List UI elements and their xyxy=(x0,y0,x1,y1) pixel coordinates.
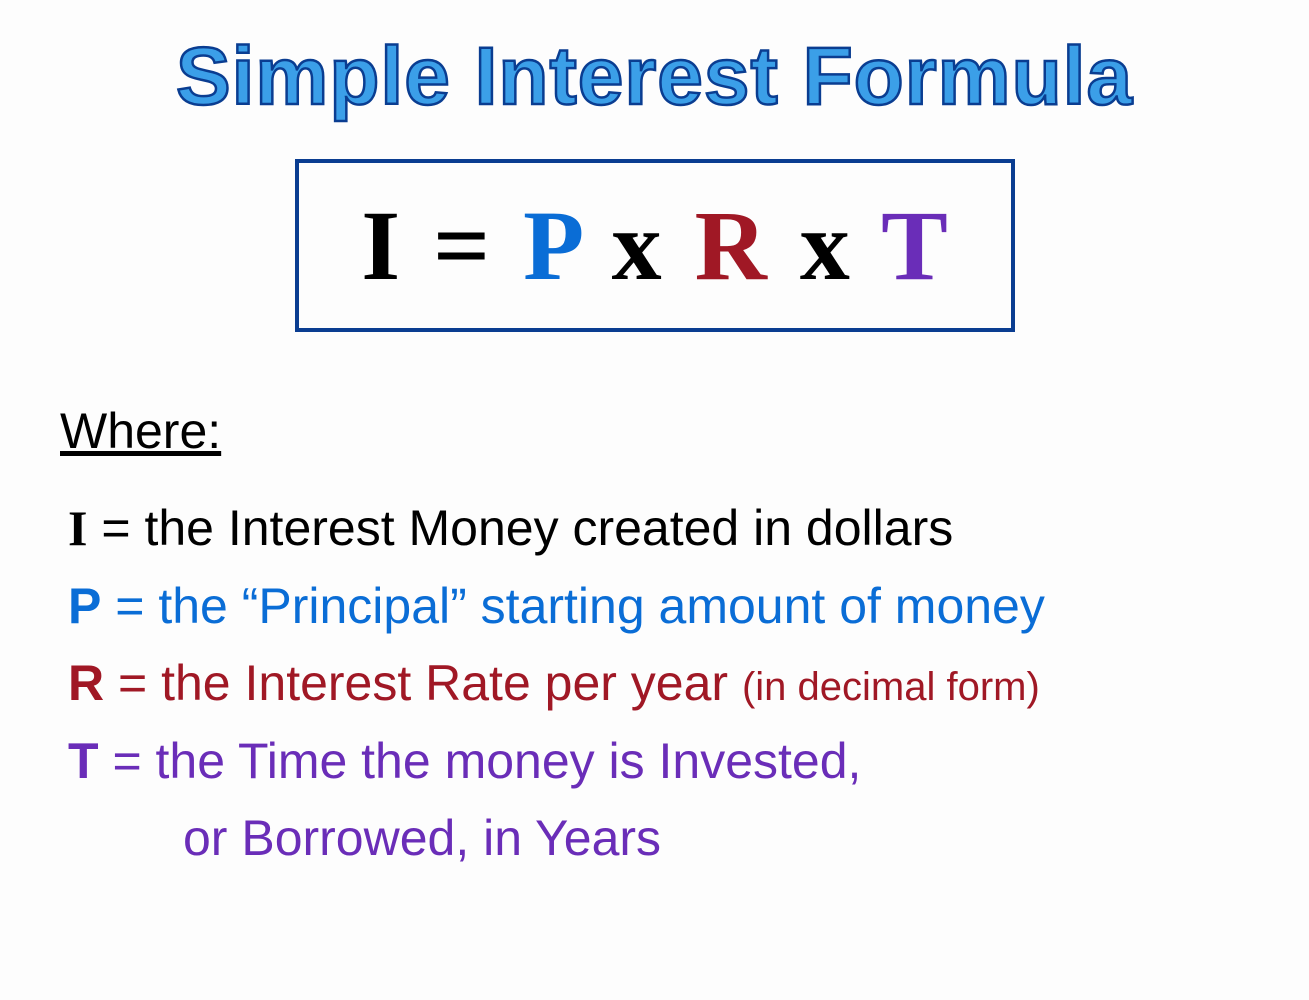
definition-p: P = the “Principal” starting amount of m… xyxy=(68,568,1269,646)
formula-var-p: P xyxy=(523,190,579,301)
definition-r-symbol: R xyxy=(68,655,104,711)
formula-op-2: x xyxy=(800,190,850,301)
definition-p-symbol: P xyxy=(68,578,101,634)
definition-p-text: = the “Principal” starting amount of mon… xyxy=(101,578,1045,634)
formula-expression: I = P x R x T xyxy=(339,188,971,303)
formula-equals: = xyxy=(433,190,490,301)
definition-r-text: = the Interest Rate per year xyxy=(104,655,742,711)
formula-box: I = P x R x T xyxy=(295,159,1015,332)
where-section: Where: I = the Interest Money created in… xyxy=(40,402,1269,878)
formula-var-i: I xyxy=(361,190,400,301)
formula-var-r: R xyxy=(695,190,767,301)
definition-i: I = the Interest Money created in dollar… xyxy=(68,490,1269,568)
definition-r-note: (in decimal form) xyxy=(742,665,1040,709)
definition-r: R = the Interest Rate per year (in decim… xyxy=(68,645,1269,723)
where-heading: Where: xyxy=(60,402,1269,460)
definition-i-symbol: I xyxy=(68,500,87,556)
formula-var-t: T xyxy=(881,190,948,301)
page-title: Simple Interest Formula xyxy=(40,30,1269,124)
definition-t-text: = the Time the money is Invested, xyxy=(99,733,862,789)
definition-i-text: = the Interest Money created in dollars xyxy=(87,500,953,556)
definition-t: T = the Time the money is Invested, or B… xyxy=(68,723,1269,878)
formula-op-1: x xyxy=(612,190,662,301)
definition-t-text2: or Borrowed, in Years xyxy=(183,800,1269,878)
definition-t-symbol: T xyxy=(68,733,99,789)
